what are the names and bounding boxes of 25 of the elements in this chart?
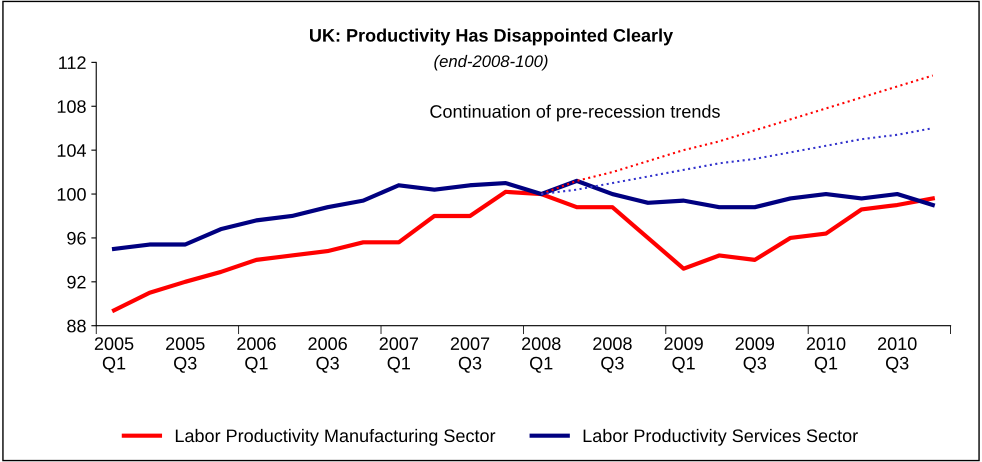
y-tick-label: 96 (67, 232, 86, 245)
y-tick-label: 88 (67, 320, 86, 332)
x-tick-label: 2008 Q3 (593, 337, 632, 373)
x-tick-label: 2009 Q3 (736, 337, 774, 373)
x-tick-label: 2006 Q3 (308, 337, 347, 373)
y-tick-label: 92 (67, 276, 86, 289)
chart-subtitle: (end-2008-100) (434, 54, 548, 70)
x-tick-label: 2009 Q1 (664, 337, 703, 373)
x-tick-label: 2008 Q1 (522, 337, 561, 373)
x-tick-label: 2006 Q1 (237, 337, 276, 373)
y-tick-label: 104 (58, 144, 86, 157)
x-tick-label: 2005 Q1 (94, 337, 134, 373)
x-tick-label: 2007 Q1 (380, 337, 418, 373)
x-tick-label: 2010 Q3 (878, 337, 917, 373)
legend-label: Labor Productivity Manufacturing Sector (176, 428, 496, 446)
y-tick-label: 100 (58, 188, 86, 201)
annotation: Continuation of pre-recession trends (430, 104, 720, 122)
x-tick-label: 2010 Q1 (806, 337, 846, 373)
y-tick-label: 108 (58, 100, 86, 113)
chart-title: UK: Productivity Has Disappointed Clearly (310, 28, 674, 46)
x-tick-label: 2005 Q3 (166, 337, 205, 373)
legend-label: Labor Productivity Services Sector (584, 428, 858, 446)
line-series (112, 178, 935, 251)
y-tick-label: 112 (59, 56, 86, 69)
x-tick-label: 2007 Q3 (450, 337, 490, 373)
